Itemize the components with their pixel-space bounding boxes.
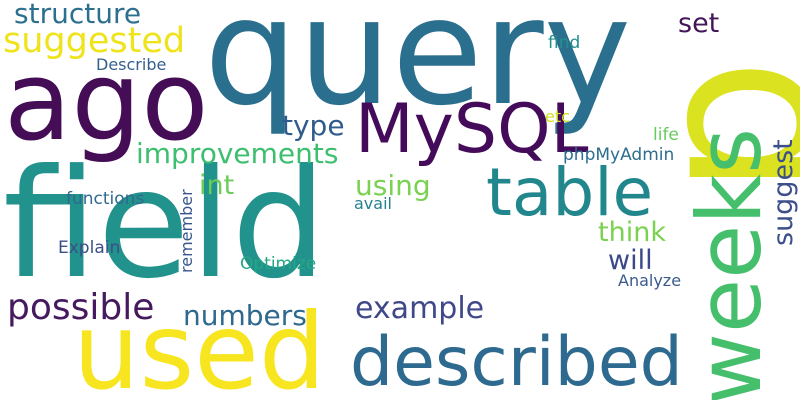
word-described: described — [350, 323, 683, 400]
word-set: set — [678, 8, 720, 39]
word-ago: ago — [4, 37, 209, 165]
word-query: query — [204, 0, 632, 138]
word-think: think — [598, 217, 666, 248]
word-remember: remember — [177, 189, 196, 273]
word-find: find — [548, 33, 581, 53]
word-used: used — [73, 291, 326, 400]
word-optimize: Optimize — [240, 254, 317, 274]
word-improvements: improvements — [136, 137, 339, 170]
word-field: field — [3, 138, 327, 312]
word-suggest: suggest — [768, 139, 799, 246]
word-int: int — [199, 170, 235, 201]
word-structure: structure — [14, 0, 142, 30]
word-avail: avail — [354, 194, 392, 213]
word-analyze: Analyze — [618, 271, 682, 290]
word-mysql: MySQL — [355, 90, 589, 169]
word-suggested: suggested — [3, 21, 186, 61]
word-weeks: weeks — [678, 127, 781, 400]
word-example: example — [355, 291, 485, 326]
word-life: life — [653, 125, 679, 145]
word-will: will — [608, 245, 653, 276]
word-possible: possible — [7, 287, 155, 328]
word-using: using — [355, 169, 431, 202]
word-explain: Explain — [58, 238, 121, 258]
word-type: type — [282, 109, 345, 142]
word-functions: functions — [66, 189, 145, 209]
word-etc: etc — [545, 107, 570, 126]
word-table: table — [486, 154, 654, 231]
word-numbers: numbers — [183, 299, 307, 332]
word-phpmyadmin: phpMyAdmin — [563, 145, 675, 165]
word-describe: Describe — [96, 55, 167, 74]
